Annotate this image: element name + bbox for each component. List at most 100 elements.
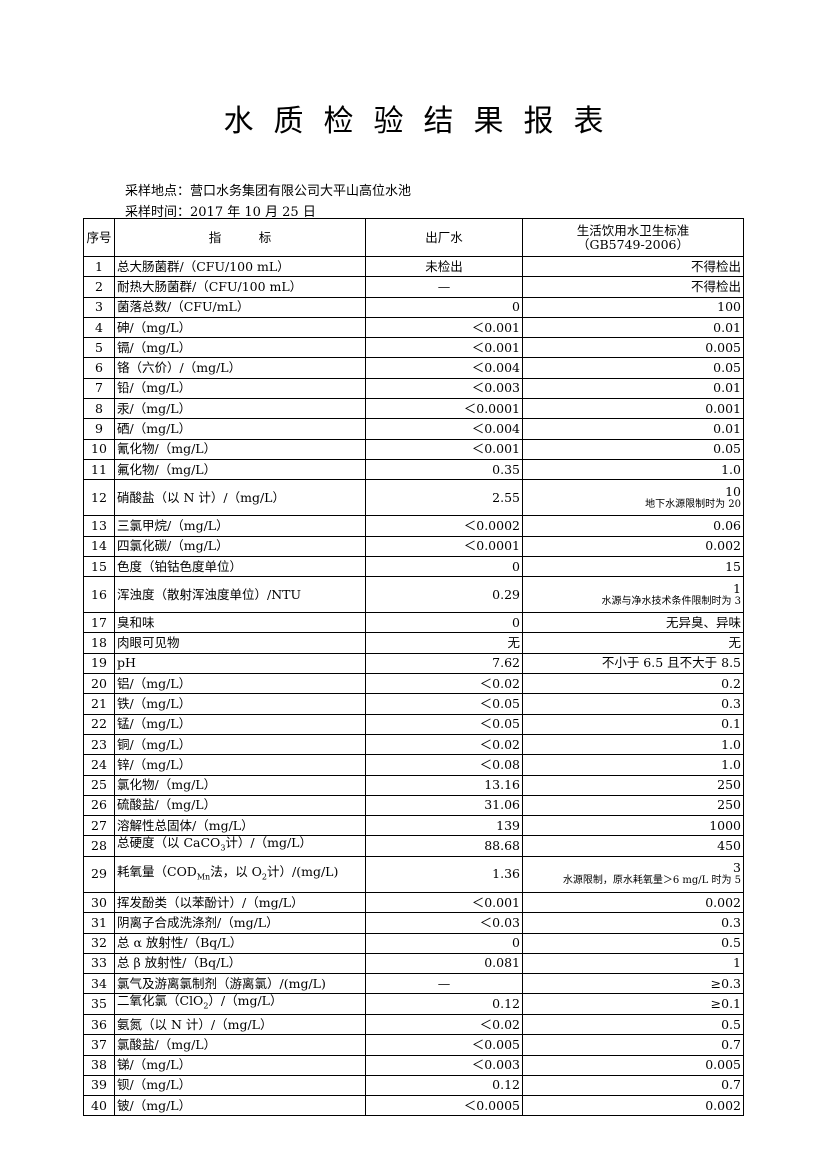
plant-water-value: ＜0.003: [365, 1054, 523, 1076]
plant-water-value: ＜0.0001: [365, 398, 523, 420]
item-name-text: 二氧化氯（ClO: [117, 993, 204, 1009]
standard-value: 0.3: [522, 912, 744, 934]
table-row: 30 挥发酚类（以苯酚计）/（mg/L） ＜0.001 0.002: [83, 891, 744, 914]
standard-value: 0.01: [522, 377, 744, 400]
row-index: 29: [83, 855, 115, 893]
plant-water-value: ＜0.004: [365, 418, 523, 440]
standard-limit: ≥0.3: [710, 975, 741, 991]
standard-value: 不得检出: [522, 255, 744, 278]
item-name: pH: [114, 652, 366, 675]
standard-value: 0.05: [522, 438, 744, 460]
table-row: 10 氰化物/（mg/L） ＜0.001 0.05: [83, 438, 744, 460]
row-index: 8: [83, 398, 115, 420]
item-name-text: 法，以 O: [210, 863, 262, 879]
plant-water-value: 0.12: [365, 993, 523, 1015]
plant-water-value: ＜0.001: [365, 316, 523, 339]
plant-water-value: ＜0.003: [365, 377, 523, 400]
sampling-location: 采样地点：营口水务集团有限公司大平山高位水池: [125, 184, 412, 199]
standard-limit: 无异臭、异味: [665, 614, 741, 630]
standard-value: 10 地下水源限制时为 20: [522, 479, 744, 517]
item-name: 氰化物/（mg/L）: [114, 438, 366, 460]
table-row: 31 阴离子合成洗涤剂/（mg/L） ＜0.03 0.3: [83, 912, 744, 934]
row-index: 5: [83, 337, 115, 359]
standard-value: 不得检出: [522, 276, 744, 298]
plant-water-value: 0.12: [365, 1074, 523, 1097]
item-name: 铜/（mg/L）: [114, 733, 366, 756]
item-name: 四氯化碳/（mg/L）: [114, 535, 366, 557]
standard-limit: 0.3: [721, 914, 741, 930]
plant-water-value: 0: [365, 555, 523, 578]
row-index: 19: [83, 652, 115, 675]
item-name: 铝/（mg/L）: [114, 673, 366, 695]
standard-limit: 0.1: [721, 716, 741, 732]
standard-limit: 1: [733, 955, 741, 971]
item-name-text: 锰/（mg/L）: [117, 716, 192, 732]
item-name-text: 三氯甲烷/（mg/L）: [117, 517, 229, 533]
item-name-text: 耐热大肠菌群/（CFU/100 mL）: [117, 278, 303, 294]
standard-value: ≥0.1: [522, 993, 744, 1015]
item-name-text: 色度（铂钴色度单位）: [117, 558, 243, 574]
plant-water-value: ＜0.02: [365, 733, 523, 756]
plant-water-value: ＜0.001: [365, 438, 523, 460]
row-index: 2: [83, 276, 115, 298]
plant-water-value: ＜0.05: [365, 693, 523, 715]
plant-water-value: 88.68: [365, 835, 523, 857]
item-name: 氯气及游离氯制剂（游离氯）/(mg/L): [114, 973, 366, 995]
item-name: 总 β 放射性/（Bq/L）: [114, 952, 366, 975]
standard-limit: 1.0: [721, 461, 741, 477]
table-row: 6 铬（六价）/（mg/L） ＜0.004 0.05: [83, 357, 744, 379]
table-row: 33 总 β 放射性/（Bq/L） 0.081 1: [83, 952, 744, 975]
item-name-text: 硝酸盐（以 N 计）/（mg/L）: [117, 489, 285, 505]
item-name-text: 锑/（mg/L）: [117, 1057, 192, 1073]
plant-water-value: 0: [365, 612, 523, 634]
item-name: 氟化物/（mg/L）: [114, 458, 366, 481]
item-name-text: 氰化物/（mg/L）: [117, 441, 217, 457]
plant-water-value: ＜0.001: [365, 337, 523, 359]
item-name: 铁/（mg/L）: [114, 693, 366, 715]
item-name-text: ）/（mg/L）: [208, 993, 283, 1009]
row-index: 22: [83, 713, 115, 735]
row-index: 17: [83, 612, 115, 634]
plant-water-value: ＜0.02: [365, 673, 523, 695]
standard-value: 0.2: [522, 673, 744, 695]
table-row: 3 菌落总数/（CFU/mL） 0 100: [83, 296, 744, 318]
item-name: 铍/（mg/L）: [114, 1095, 366, 1117]
standard-limit: 0.002: [705, 894, 741, 910]
header-value: 出厂水: [365, 218, 523, 257]
standard-limit: 1000: [709, 817, 741, 833]
item-name-text: 铝/（mg/L）: [117, 675, 192, 691]
plant-water-value: ＜0.0001: [365, 535, 523, 557]
table-row: 17 臭和味 0 无异臭、异味: [83, 612, 744, 634]
item-name-text: 硒/（mg/L）: [117, 421, 192, 437]
row-index: 37: [83, 1034, 115, 1056]
item-name: 铅/（mg/L）: [114, 377, 366, 400]
table-row: 2 耐热大肠菌群/（CFU/100 mL） — 不得检出: [83, 276, 744, 298]
plant-water-value: 31.06: [365, 794, 523, 817]
table-row: 25 氯化物/（mg/L） 13.16 250: [83, 774, 744, 796]
standard-value: 0.002: [522, 1095, 744, 1117]
item-name-text: 氯化物/（mg/L）: [117, 777, 217, 793]
item-name: 锑/（mg/L）: [114, 1054, 366, 1076]
standard-limit: 无: [728, 635, 741, 651]
table-row: 14 四氯化碳/（mg/L） ＜0.0001 0.002: [83, 535, 744, 557]
standard-value: 0.002: [522, 535, 744, 557]
plant-water-value: —: [365, 276, 523, 298]
table-row: 20 铝/（mg/L） ＜0.02 0.2: [83, 673, 744, 695]
table-row: 13 三氯甲烷/（mg/L） ＜0.0002 0.06: [83, 515, 744, 537]
row-index: 10: [83, 438, 115, 460]
table-row: 9 硒/（mg/L） ＜0.004 0.01: [83, 418, 744, 440]
item-name-text: 氯气及游离氯制剂（游离氯）/(mg/L): [117, 975, 326, 991]
subscript: 3: [220, 843, 226, 853]
table-row: 37 氯酸盐/（mg/L） ＜0.005 0.7: [83, 1034, 744, 1056]
standard-limit: 450: [717, 838, 741, 854]
standard-limit: 0.5: [721, 935, 741, 951]
item-name-text: 汞/（mg/L）: [117, 400, 192, 416]
item-name: 砷/（mg/L）: [114, 316, 366, 339]
standard-limit: 1.0: [721, 756, 741, 772]
item-name-text: 锌/（mg/L）: [117, 756, 192, 772]
standard-value: 0.06: [522, 515, 744, 537]
plant-water-value: ＜0.001: [365, 891, 523, 914]
table-row: 19 pH 7.62 不小于 6.5 且不大于 8.5: [83, 652, 744, 675]
standard-limit: 不小于 6.5 且不大于 8.5: [601, 655, 741, 671]
plant-water-value: 0: [365, 296, 523, 318]
